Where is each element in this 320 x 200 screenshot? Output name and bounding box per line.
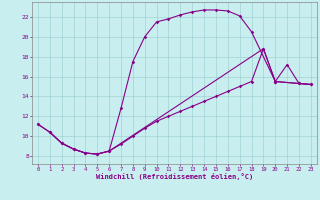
X-axis label: Windchill (Refroidissement éolien,°C): Windchill (Refroidissement éolien,°C) (96, 173, 253, 180)
